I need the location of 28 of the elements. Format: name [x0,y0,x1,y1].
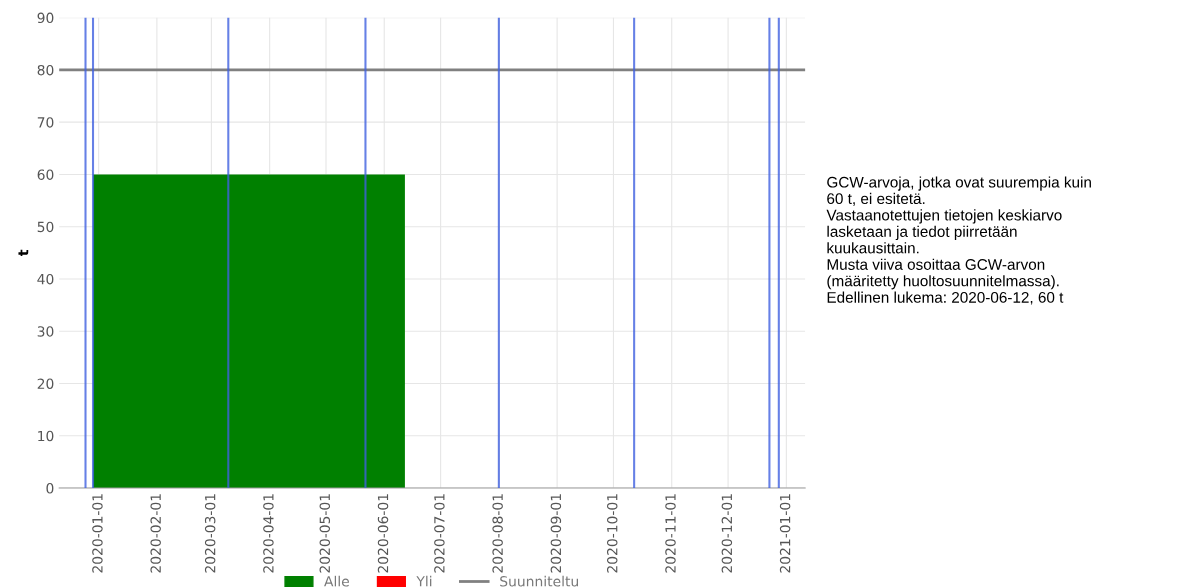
y-tick-label: 80 [37,64,54,76]
y-tick-label: 70 [37,117,54,128]
x-tick-label: 2020-12-01 [721,494,733,573]
y-tick-label: 90 [37,12,54,24]
y-axis-title: t [18,249,29,256]
y-tick-label: 30 [37,326,54,337]
x-tick-label: 2020-11-01 [665,494,676,573]
x-tick-label: 2020-06-01 [377,494,389,573]
y-tick-label: 50 [37,221,54,233]
x-tick-label: 2020-08-01 [492,494,503,573]
y-tick-label: 60 [37,169,54,180]
y-tick-label: 20 [37,378,54,389]
legend-label: Suunniteltu [500,575,578,587]
x-tick-label: 2020-07-01 [434,494,445,573]
x-tick-label: 2020-09-01 [550,494,562,573]
x-tick-label: 2020-05-01 [319,494,331,573]
legend-label: Alle [324,575,349,587]
y-tick-label: 10 [38,430,54,442]
x-tick-label: 2020-04-01 [263,494,274,573]
y-tick-label: 0 [46,483,54,494]
x-tick-label: 2020-01-01 [92,494,103,573]
x-tick-label: 2020-02-01 [150,494,161,573]
x-tick-label: 2021-01-01 [779,494,791,573]
x-tick-label: 2020-03-01 [204,494,216,573]
text: GCW-arvoja, jotka ovat suurempia kuin 60 t, ei esitetä. Vastaanotettujen tietojen keskiarvo lasketaan ja tiedot piirretään kuukausittain. Musta viiva osoittaa GCW-arvon (määritetty huoltosuunnitelmassa). Edellinen lukema: 2020-06-12, 60 t [826,176,1091,305]
y-tick-label: 40 [37,273,54,285]
x-tick-label: 2020-10-01 [607,494,618,573]
legend-label: Yli [416,575,432,587]
